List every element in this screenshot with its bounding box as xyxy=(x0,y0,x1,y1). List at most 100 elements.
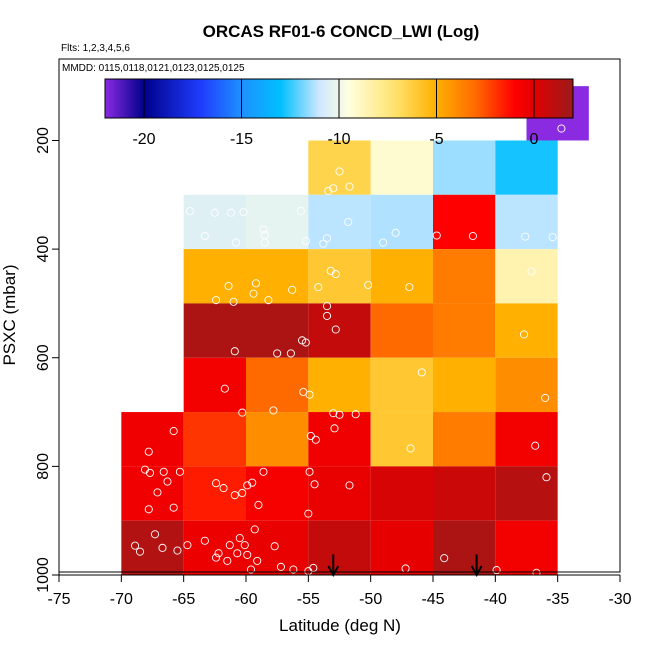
sample-point xyxy=(521,232,530,241)
sample-point xyxy=(230,347,239,356)
colorbar-tick-label: 0 xyxy=(530,131,539,148)
heatmap-cell xyxy=(495,140,558,195)
y-axis-label: PSXC (mbar) xyxy=(0,264,19,365)
sample-point xyxy=(238,488,247,498)
dates-label: MMDD: 0115,0118,0121,0123,0125,0125 xyxy=(62,63,245,74)
colorbar-tick-label: -15 xyxy=(230,131,253,148)
sample-point xyxy=(145,468,155,477)
sample-point xyxy=(351,410,360,419)
sample-point xyxy=(417,368,426,377)
sample-point xyxy=(324,186,333,196)
heatmap-cell xyxy=(121,412,184,467)
sample-point xyxy=(379,238,388,247)
heatmap-cell xyxy=(495,466,558,521)
sample-point xyxy=(311,435,320,444)
heatmap-cell xyxy=(370,520,433,575)
sample-point xyxy=(226,208,236,217)
sample-point xyxy=(259,225,268,234)
sample-point xyxy=(542,473,551,482)
sample-point xyxy=(322,302,332,311)
sample-point xyxy=(405,283,414,292)
y-tick-label: 1000 xyxy=(35,557,52,593)
sample-point xyxy=(144,447,153,456)
sample-point xyxy=(144,505,153,514)
heatmap-cell xyxy=(183,412,246,467)
sample-point xyxy=(531,441,540,450)
sample-point xyxy=(259,467,268,476)
sample-point xyxy=(233,549,242,558)
sample-point xyxy=(243,550,252,559)
heatmap-cell xyxy=(433,466,496,521)
x-tick-label: -70 xyxy=(110,591,133,608)
heatmap-cell xyxy=(308,357,371,413)
sample-point xyxy=(130,541,140,550)
sample-point xyxy=(557,124,566,133)
heatmap-cell xyxy=(246,412,309,467)
sample-point xyxy=(541,393,550,402)
sample-point xyxy=(288,285,297,294)
flights-label: Flts: 1,2,3,4,5,6 xyxy=(61,43,130,54)
sample-point xyxy=(231,238,241,247)
sample-point xyxy=(335,167,344,176)
heatmap-cell xyxy=(183,357,246,413)
sample-point xyxy=(329,409,338,418)
sample-point xyxy=(230,491,239,500)
heatmap-cell xyxy=(433,140,496,195)
sample-point xyxy=(305,467,314,476)
sample-point xyxy=(214,549,223,558)
heatmap-cell xyxy=(308,249,371,304)
x-axis-label: Latitude (deg N) xyxy=(279,616,401,635)
x-tick-label: -60 xyxy=(234,591,257,608)
sample-point xyxy=(310,480,319,489)
sample-point xyxy=(224,281,233,291)
sample-point xyxy=(200,536,209,545)
heatmap-cell xyxy=(308,466,371,521)
sample-point xyxy=(264,296,273,305)
y-tick-label: 400 xyxy=(35,236,52,263)
heatmap-cell xyxy=(246,357,309,413)
sample-point xyxy=(243,481,252,490)
sample-point xyxy=(322,234,332,243)
sample-point xyxy=(304,509,313,518)
x-axis: -75 -70 -65 -60 -55 -50 -45 -40 -35 -30 xyxy=(47,574,632,608)
sample-point xyxy=(212,553,221,562)
heatmap-cell xyxy=(308,194,371,250)
heatmap-cell xyxy=(246,194,309,250)
sample-point xyxy=(276,562,285,571)
sample-point xyxy=(301,338,310,347)
heatmap-cell xyxy=(183,303,246,358)
sample-point xyxy=(169,503,178,512)
colorbar-tick-label: -5 xyxy=(429,131,443,148)
sample-point xyxy=(273,349,282,358)
x-tick-label: -35 xyxy=(546,591,569,608)
sample-point xyxy=(270,542,279,551)
x-tick-label: -45 xyxy=(421,591,444,608)
sample-point xyxy=(269,406,278,415)
sample-point xyxy=(286,349,295,358)
heatmap-cell xyxy=(308,412,371,467)
sample-point xyxy=(159,467,168,476)
chart-title: ORCAS RF01-6 CONCD_LWI (Log) xyxy=(203,22,480,41)
heatmap-cell xyxy=(121,466,184,521)
sample-point xyxy=(169,427,178,436)
sample-point xyxy=(330,424,339,433)
sample-point xyxy=(173,546,182,555)
sample-point xyxy=(235,534,244,543)
heatmap-cell xyxy=(370,140,433,195)
sample-point xyxy=(220,384,229,393)
y-tick-label: 200 xyxy=(35,127,52,154)
sample-point xyxy=(240,541,249,550)
sample-point xyxy=(219,484,228,493)
heatmap-cell xyxy=(183,520,246,575)
sample-point xyxy=(331,325,340,334)
sample-point xyxy=(254,500,263,509)
heatmap-cell xyxy=(370,466,433,521)
sample-points xyxy=(130,124,566,577)
sample-point xyxy=(150,530,160,539)
x-tick-label: -65 xyxy=(172,591,195,608)
sample-point xyxy=(239,208,248,217)
sample-point xyxy=(246,565,256,574)
sample-point xyxy=(212,479,221,488)
heatmap-cell xyxy=(183,249,246,304)
